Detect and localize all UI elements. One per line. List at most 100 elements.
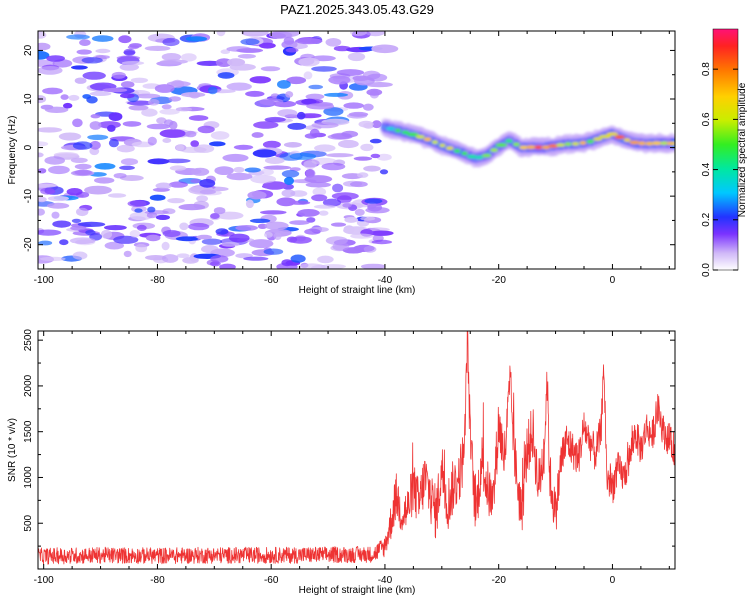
noise-blob [369,230,394,236]
noise-blob [185,36,208,42]
noise-blob [141,108,158,117]
snr-x-axis: -100 -80 -60 -40 -20 0 [34,331,670,586]
colorbar-gradient [712,28,739,271]
noise-blob [370,153,381,159]
noise-blob [358,120,374,128]
noise-blob [229,63,256,71]
noise-blob [70,157,88,163]
noise-blob [363,245,377,253]
noise-blob [51,211,60,219]
noise-blob [262,140,281,149]
noise-blob [175,236,199,242]
noise-blob [122,121,142,127]
noise-blob [136,224,147,231]
noise-blob [312,187,327,197]
noise-blob [321,162,346,171]
noise-blob [262,181,288,190]
noise-blob [311,122,339,129]
snr-x-label: Height of straight line (km) [299,585,416,596]
noise-blob [233,144,254,150]
noise-blob [367,203,383,212]
noise-blob [116,144,135,153]
noise-blob [366,73,388,82]
noise-blob [182,257,199,264]
noise-blob [95,48,111,54]
snr-y-axis: 500 1000 1500 2000 2500 [23,329,675,547]
track-peak [666,141,675,146]
noise-blob [169,165,187,171]
noise-blob [306,103,335,110]
noise-blob [260,66,281,72]
noise-blob [327,133,353,140]
noise-blob [264,157,285,164]
noise-blob [70,225,87,231]
noise-blob [207,86,218,95]
noise-blob [332,242,350,251]
noise-blob [283,36,295,45]
noise-blob [123,250,132,258]
track-peak [474,155,484,160]
noise-blob [249,76,271,84]
colorbar-tick-label: 0.2 [701,212,712,226]
noise-blob [313,204,336,209]
noise-blob [60,94,69,100]
noise-blob [72,141,93,150]
colorbar: 0.0 0.2 0.4 0.6 0.8 Normalized spectral ampl… [701,28,748,277]
track-peak [651,141,662,145]
noise-blob [285,47,299,53]
noise-blob [189,91,201,99]
noise-blob [159,59,188,64]
figure-title: PAZ1.2025.343.05.43.G29 [280,2,434,17]
noise-blob [252,149,277,158]
noise-blob [100,229,113,239]
noise-blob [147,206,156,213]
noise-blob [154,84,175,93]
noise-blob [210,131,230,140]
noise-blob [264,221,289,230]
noise-blob [249,239,274,249]
noise-blob [178,203,206,211]
noise-blob [120,81,135,88]
noise-blob [155,182,172,190]
colorbar-tick-label: 0.0 [701,263,712,277]
noise-blob [306,217,316,223]
noise-blob [264,231,273,238]
noise-blob [69,237,96,244]
y-tick-label: 2000 [23,374,34,397]
noise-blob [147,136,157,146]
noise-blob [342,247,365,254]
noise-blob [249,218,271,223]
noise-blob [196,195,209,203]
y-tick-label: 10 [23,93,34,105]
track-peak [526,145,537,149]
noise-blob [162,229,181,238]
spectrogram-x-label: Height of straight line (km) [299,285,416,296]
y-tick-label: 1000 [23,466,34,489]
noise-blob [86,96,98,104]
noise-blob [269,31,293,39]
noise-blob [74,77,87,84]
noise-blob [47,202,70,209]
noise-blob [129,230,141,238]
noise-blob [363,165,381,172]
y-tick-label: 2500 [23,329,34,352]
noise-blob [260,210,287,215]
noise-blob [168,181,188,188]
noise-blob [108,138,119,148]
noise-blob [281,259,293,267]
track-peak [453,149,461,153]
noise-blob [364,198,383,204]
noise-blob [74,169,93,176]
noise-blob [250,174,277,184]
track-peak [541,145,551,150]
noise-blob [303,160,317,169]
noise-blob [175,144,185,151]
noise-blob [38,208,45,216]
noise-blob [180,53,197,62]
noise-blob [120,158,139,166]
noise-blob [176,253,190,258]
noise-blob [289,152,317,160]
noise-blob [371,120,382,129]
x-tick-label: -100 [34,275,54,286]
noise-blob [342,203,352,208]
